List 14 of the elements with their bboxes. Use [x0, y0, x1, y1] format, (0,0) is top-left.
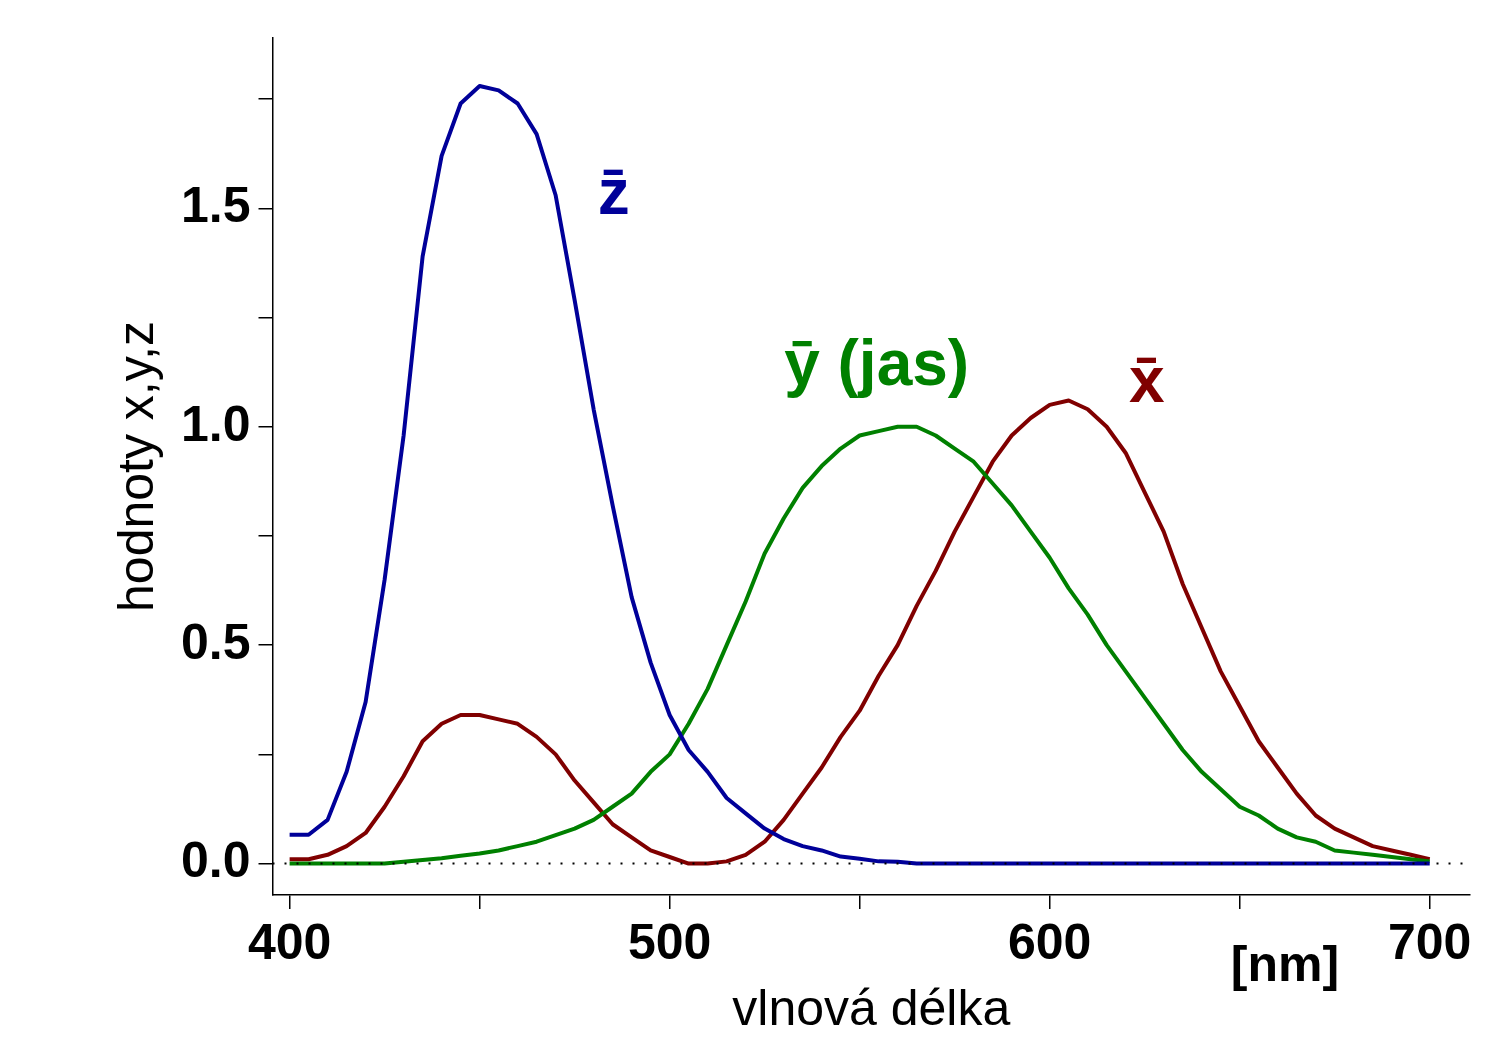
y-axis-title: hodnoty x,y,z: [107, 321, 164, 612]
y-tick-label: 1.0: [180, 395, 251, 452]
x-axis-title: vlnová délka: [732, 979, 1011, 1036]
y-tick-label: 0.5: [180, 613, 251, 670]
series-label: ȳ (jas): [784, 327, 970, 400]
series-label: x̄: [1128, 344, 1165, 417]
series-label: z̄: [597, 155, 630, 228]
x-tick-label: 700: [1388, 913, 1472, 970]
text: [nm]: [1230, 935, 1340, 992]
x-tick-label: 400: [247, 913, 332, 970]
y-tick-label: 1.5: [180, 177, 251, 234]
x-tick-label: 600: [1007, 913, 1092, 970]
y-tick-label: 0.0: [180, 832, 251, 889]
x-tick-label: 500: [627, 913, 712, 970]
